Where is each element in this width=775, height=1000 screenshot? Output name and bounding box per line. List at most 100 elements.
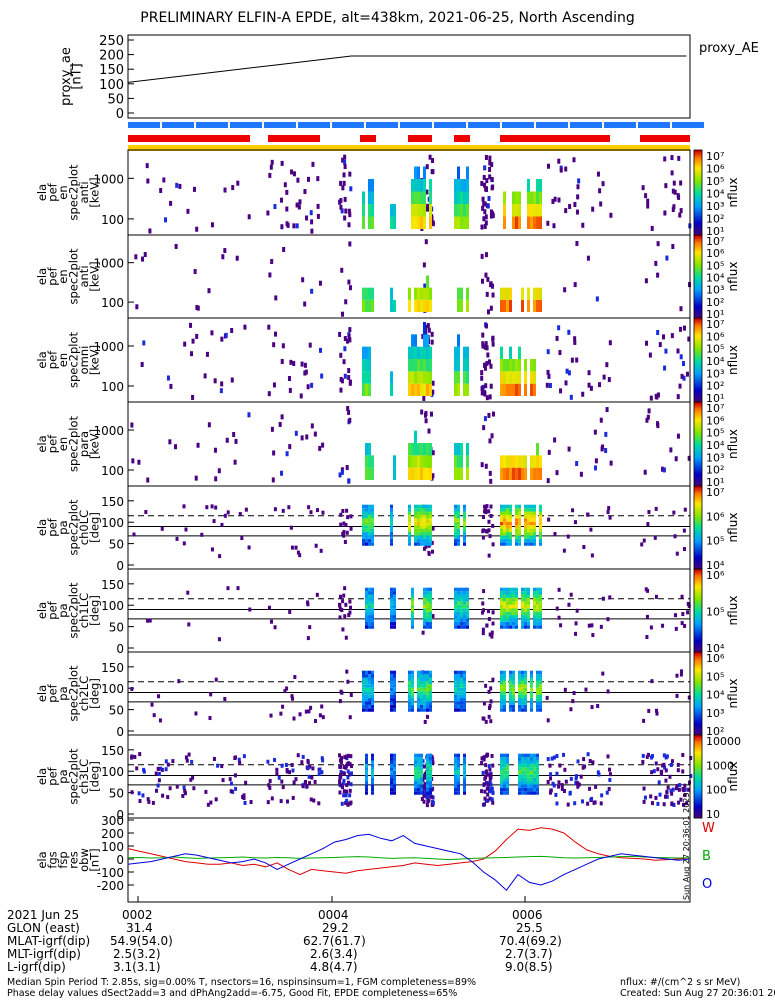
colorbar-8-band [694,780,702,784]
pitch-angle-pixel [527,777,530,782]
pitch-angle-pixel [368,525,371,529]
pitch-angle-5-tick-label: 50 [109,538,124,552]
pitch-angle-pixel [273,625,277,630]
pitch-angle-pixel [509,538,512,543]
pitch-angle-pixel [539,670,542,675]
colorbar-1-band [694,177,702,181]
pitch-angle-pixel [423,514,426,519]
pitch-angle-pixel [390,684,393,688]
pitch-angle-pixel [500,597,503,602]
spectrogram-1-frame [127,149,691,236]
colorbar-3-band [694,326,702,329]
pitch-angle-pixel [460,608,463,612]
spectrogram-pixel [491,211,495,217]
pitch-angle-pixel [509,608,512,612]
pitch-angle-pixel [362,525,365,529]
pitch-angle-pixel [368,538,371,543]
status-blue-seg [536,122,568,128]
pitch-angle-pixel [666,785,670,790]
spectrogram-pixel [536,179,539,192]
pitch-angle-pixel [294,777,298,782]
pitch-angle-pixel [454,611,457,616]
spectrogram-pixel [533,383,536,396]
pitch-angle-pixel [654,506,658,511]
spectrogram-pixel [466,216,469,229]
spectrogram-pixel [408,371,411,384]
colorbar-6-band [694,575,702,578]
pitch-angle-pixel [457,591,460,595]
pitch-angle-pixel [509,542,512,546]
colorbar-1-band [694,181,702,185]
pitch-angle-pixel [533,508,536,512]
colorbar-3-tick-label: 10² [706,380,724,393]
spectrogram-pixel [423,334,426,347]
spectrogram-pixel [670,170,674,176]
pitch-angle-pixel [506,535,509,539]
pitch-angle-pixel [233,773,237,778]
pitch-angle-pixel [539,597,542,602]
spectrogram-pixel [423,179,426,192]
spectrogram-pixel [273,204,277,210]
spectrogram-pixel [678,383,682,389]
spectrogram-pixel [457,166,460,179]
spectrogram-pixel [536,191,539,204]
spectrogram-pixel [311,161,315,167]
colorbar-6-band [694,595,702,599]
spectrogram-pixel [362,191,365,204]
pitch-angle-pixel [527,781,530,785]
pitch-angle-pixel [521,760,524,764]
colorbar-4-band [694,402,702,405]
pitch-angle-pixel [417,680,420,685]
pitch-angle-pixel [653,535,657,540]
proxy-ae-tick-label: 100 [99,78,124,93]
pitch-angle-pixel [390,680,393,685]
spectrogram-pixel [168,439,172,445]
pitch-angle-pixel [591,760,595,765]
pitch-angle-pixel [344,522,348,527]
colorbar-7-band [694,699,702,703]
pitch-angle-pixel [420,535,423,539]
spectrogram-pixel [362,287,365,300]
spectrogram-pixel [368,287,371,300]
pitch-angle-pixel [368,587,371,592]
pitch-angle-pixel [342,533,346,538]
pitch-angle-pixel [390,511,393,515]
spectrogram-pixel [488,155,492,161]
pitch-angle-pixel [518,704,521,709]
spectrogram-pixel [390,216,393,229]
pitch-angle-pixel [417,532,420,536]
spectrogram-pixel [483,365,487,371]
pitch-angle-pixel [417,694,420,699]
colorbar-8-tick-label: 100 [706,784,727,797]
pitch-angle-pixel [266,759,270,764]
spectrogram-pixel [530,383,533,396]
pitch-angle-pixel [425,803,429,808]
colorbar-2-tick-label: 10⁵ [706,259,724,272]
pitch-angle-pixel [292,716,296,721]
pitch-angle-pixel [214,797,218,802]
pitch-angle-pixel [460,680,463,685]
colorbar-2-label: nflux [726,262,740,292]
pitch-angle-pixel [423,625,426,629]
footer-mlt-3: 2.7(3.7) [505,947,553,961]
pitch-angle-pixel [348,793,352,798]
pitch-angle-pixel [483,796,487,801]
pitch-angle-pixel [518,532,521,536]
pitch-angle-pixel [346,679,350,684]
pitch-angle-pixel [575,774,579,779]
spectrogram-pixel [343,336,347,342]
pitch-angle-pixel [175,536,179,541]
colorbar-6-band [694,585,702,589]
colorbar-4-tick-label: 10³ [706,451,724,464]
pitch-angle-pixel [368,618,371,622]
pitch-angle-pixel [187,752,191,757]
pitch-angle-pixel [536,784,539,788]
pitch-angle-pixel [536,777,539,782]
pitch-angle-pixel [503,538,506,543]
pitch-angle-pixel [608,595,612,600]
pitch-angle-pixel [512,601,515,605]
pitch-angle-pixel [647,752,651,757]
colorbar-8-band [694,793,702,796]
pitch-angle-pixel [463,687,466,692]
